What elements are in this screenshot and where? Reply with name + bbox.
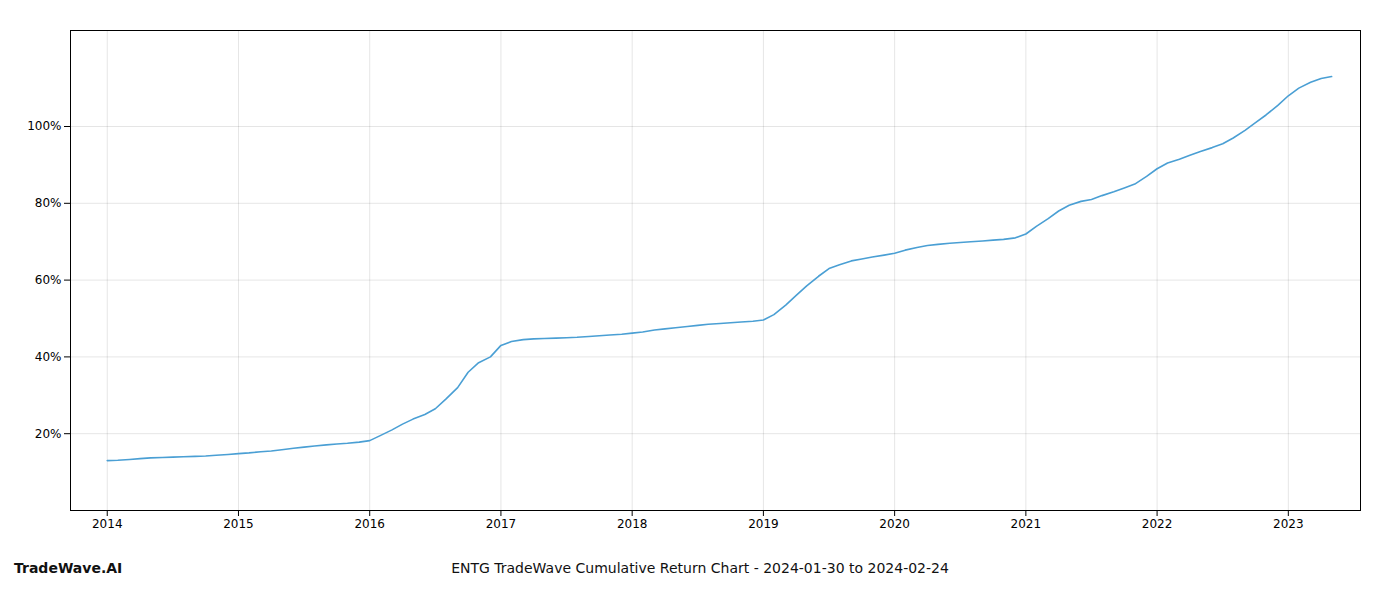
html-text:TradeWave.AI: TradeWave.AI: [14, 560, 123, 576]
svg-text:80%: 80%: [35, 196, 62, 210]
svg-text:2023: 2023: [1273, 517, 1304, 531]
svg-text:2018: 2018: [617, 517, 648, 531]
svg-text:2015: 2015: [223, 517, 254, 531]
svg-text:2017: 2017: [486, 517, 517, 531]
svg-text:60%: 60%: [35, 273, 62, 287]
svg-text:20%: 20%: [35, 427, 62, 441]
svg-text:2020: 2020: [879, 517, 910, 531]
html-text:ENTG TradeWave Cumulative Retu: ENTG TradeWave Cumulative Return Chart -…: [451, 560, 949, 576]
svg-text:2022: 2022: [1142, 517, 1173, 531]
svg-text:40%: 40%: [35, 350, 62, 364]
svg-text:100%: 100%: [27, 119, 61, 133]
svg-text:2019: 2019: [748, 517, 779, 531]
svg-text:2014: 2014: [92, 517, 123, 531]
svg-text:2021: 2021: [1011, 517, 1042, 531]
svg-text:2016: 2016: [354, 517, 385, 531]
